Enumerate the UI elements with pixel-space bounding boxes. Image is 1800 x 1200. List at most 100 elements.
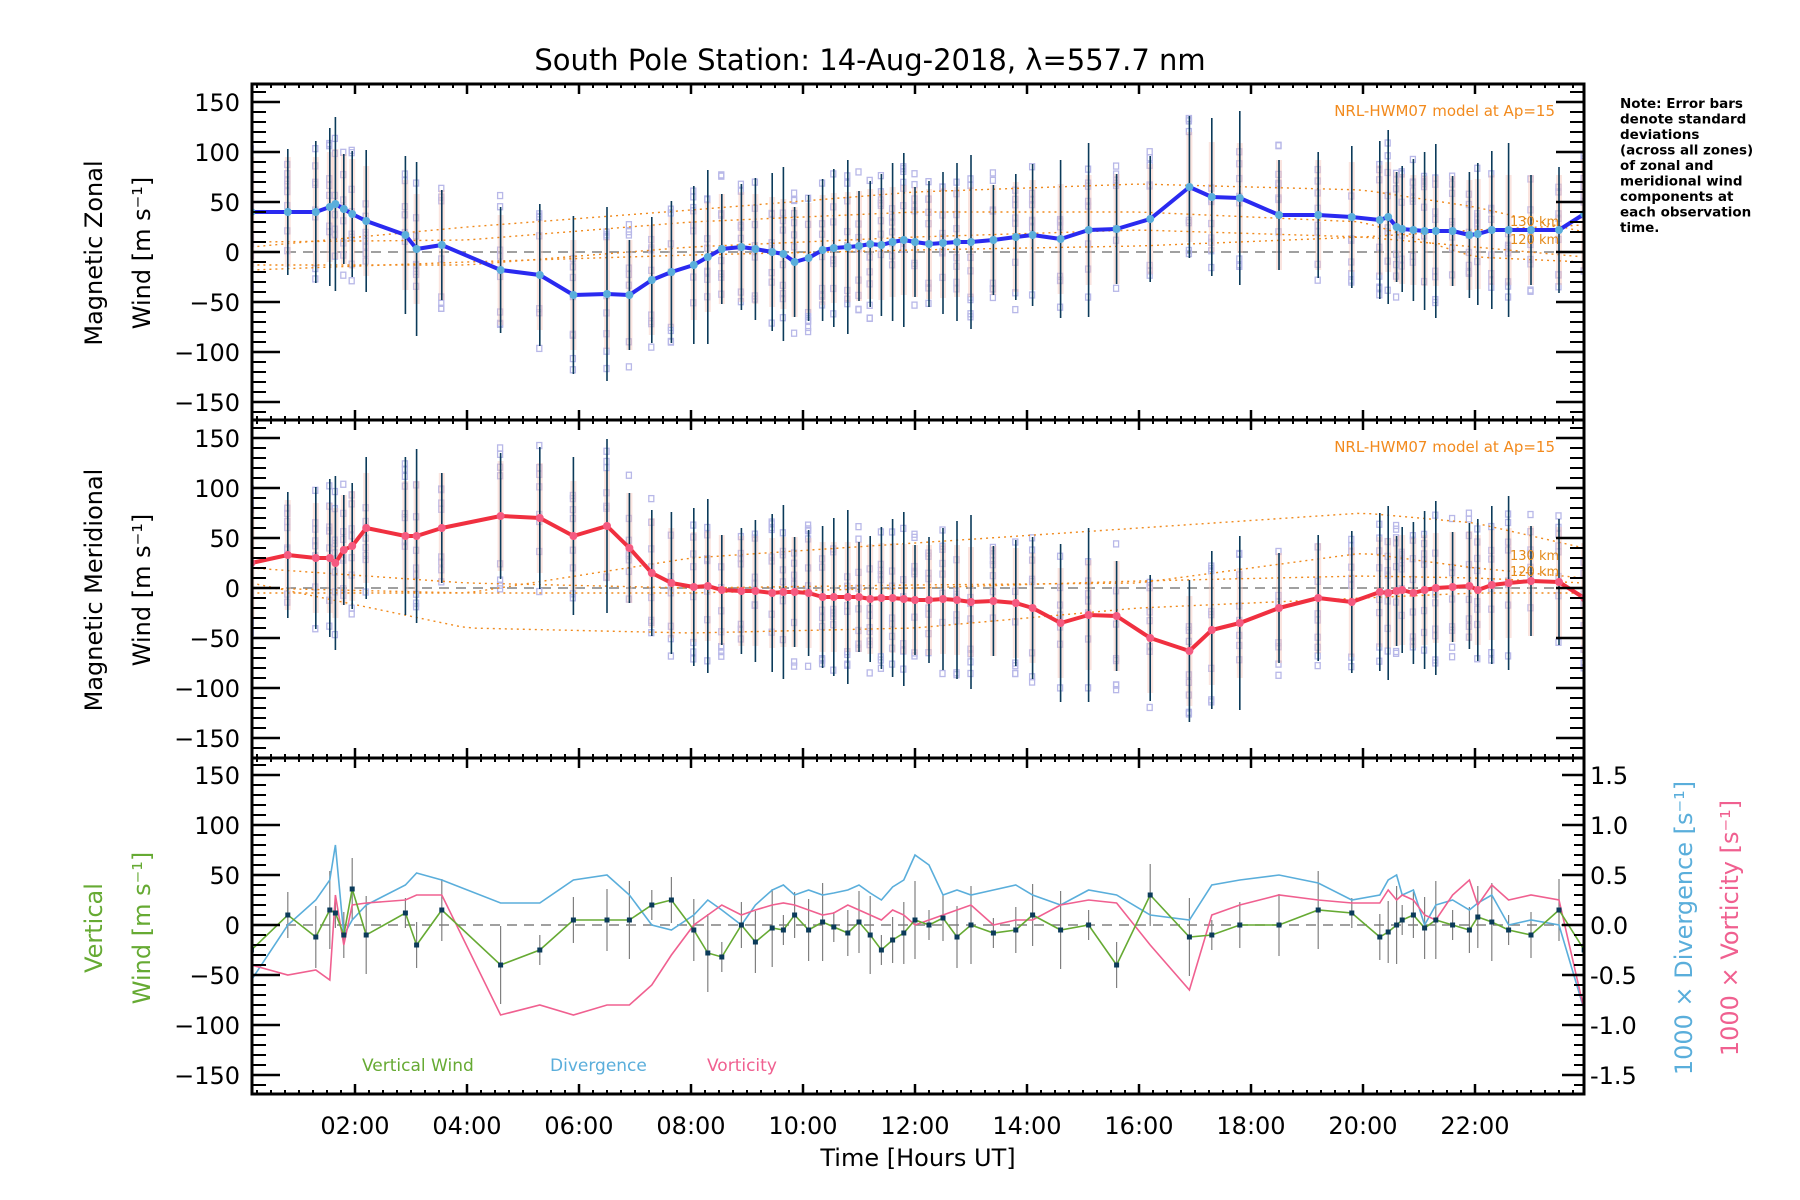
vertical-wind-point (878, 947, 884, 953)
wind-point (939, 595, 947, 603)
wind-point (1465, 582, 1474, 590)
wind-point (829, 244, 838, 252)
wind-point (818, 246, 827, 254)
x-tick-label: 14:00 (992, 1112, 1061, 1140)
x-axis-label: Time [Hours UT] (819, 1144, 1015, 1172)
y-tick-label: 100 (194, 475, 240, 503)
vertical-wind-point (691, 927, 697, 933)
wind-point (768, 248, 777, 256)
wind-point (348, 542, 357, 550)
vertical-wind-point (890, 937, 896, 943)
wind-point (1473, 230, 1482, 238)
vertical-wind-point (285, 912, 291, 918)
vertical-wind-point (1556, 907, 1562, 913)
wind-point (339, 205, 348, 213)
meridional-ylabel-line2: Wind [m s⁻¹] (128, 514, 156, 666)
plot-area (252, 439, 1584, 722)
vertical-wind-point (780, 927, 786, 933)
zone-sample-marker (496, 444, 504, 452)
zone-sample-marker (1275, 671, 1282, 679)
zone-sample-marker (866, 669, 873, 677)
wind-point (1235, 194, 1244, 202)
y-tick-label: 0 (225, 575, 240, 603)
zone-sample-marker (340, 480, 347, 488)
y-tick-label: −150 (174, 389, 240, 417)
y-tick-label: −50 (189, 625, 240, 653)
wind-point (412, 245, 421, 253)
vertical-wind-point (1450, 922, 1456, 928)
note-line: deviations (1620, 127, 1699, 143)
vertical-wind-point (439, 907, 445, 913)
zone-sample-marker (718, 652, 725, 660)
zone-sample-marker (1465, 509, 1473, 517)
y-tick-label: −150 (174, 725, 240, 753)
zone-sample-marker (804, 323, 812, 332)
zone-sample-marker (1314, 276, 1321, 284)
wind-point (496, 512, 505, 520)
vertical-wind-point (1422, 925, 1428, 931)
zone-sample-marker (911, 530, 918, 538)
wind-point (953, 596, 961, 604)
x-tick-label: 12:00 (880, 1112, 949, 1140)
vertical-wind-point (1528, 932, 1534, 938)
wind-point (625, 544, 634, 552)
y2-tick-label: 0.5 (1590, 862, 1628, 890)
wind-point (331, 200, 340, 208)
y-tick-label: 50 (209, 862, 240, 890)
x-tick-label: 16:00 (1104, 1112, 1173, 1140)
zone-sample-marker (866, 314, 873, 322)
wind-point (1028, 604, 1037, 612)
zone-sample-marker (911, 180, 918, 189)
wind-point (1465, 231, 1474, 239)
zone-sample-marker (1112, 540, 1120, 548)
y2-tick-label: -1.5 (1590, 1062, 1637, 1090)
y2-tick-label: 1.5 (1590, 762, 1628, 790)
wind-point (667, 268, 676, 276)
y-tick-label: −100 (174, 339, 240, 367)
zone-sample-marker (989, 293, 997, 302)
wind-point (1028, 231, 1037, 239)
wind-point (779, 588, 788, 596)
x-tick-label: 22:00 (1440, 1112, 1509, 1140)
zonal-wind-panel: NRL-HWM07 model at Ap=15 130 km 120 km −150… (174, 82, 1586, 422)
y-tick-label: 150 (194, 89, 240, 117)
vertical-wind-point (820, 919, 826, 925)
wind-point (331, 559, 340, 567)
zone-sample-marker (1146, 703, 1153, 712)
vorticity-line (252, 878, 1584, 1016)
wind-point (899, 236, 908, 244)
zone-sample-marker (348, 277, 355, 285)
vertical-wind-point (1237, 922, 1243, 928)
wind-point (703, 253, 712, 261)
y-tick-label: −50 (189, 289, 240, 317)
vertical-wind-point (1489, 919, 1495, 925)
vertical-wind-point (414, 942, 420, 948)
vertical-wind-point (1013, 927, 1019, 933)
note-line: Note: Error bars (1620, 96, 1743, 112)
zone-sample-marker (855, 306, 862, 314)
note-line: components at (1620, 189, 1734, 205)
wind-point (804, 254, 813, 262)
note-line: time. (1620, 220, 1659, 236)
wind-point (925, 596, 933, 604)
y-tick-label: 0 (225, 239, 240, 267)
divergence-line (252, 844, 1584, 1011)
vertical-wind-point (968, 922, 974, 928)
wind-point (1375, 588, 1384, 596)
wind-point (535, 514, 544, 522)
vertical-wind-point (332, 910, 338, 916)
y-tick-label: −100 (174, 1012, 240, 1040)
wind-point (647, 569, 656, 577)
vorticity-y2label: 1000 × Vorticity [s⁻¹] (1716, 800, 1744, 1056)
wind-point (1398, 225, 1407, 233)
divergence-y2label: 1000 × Divergence [s⁻¹] (1670, 781, 1698, 1075)
wind-point (569, 291, 578, 299)
vertical-wind-point (363, 932, 369, 938)
zone-sample-marker (1392, 649, 1400, 658)
vertical-wind-panel: -1.5 -1.0 -0.5 0.0 0.5 1.0 1.5 02:00 04:00 06:00 0… (174, 756, 1637, 1140)
zone-sample-marker (1012, 669, 1019, 678)
x-tick-label: 04:00 (432, 1112, 501, 1140)
wind-point (751, 587, 760, 595)
vertical-wind-point (1276, 922, 1282, 928)
note-line: of zonal and (1620, 158, 1713, 174)
